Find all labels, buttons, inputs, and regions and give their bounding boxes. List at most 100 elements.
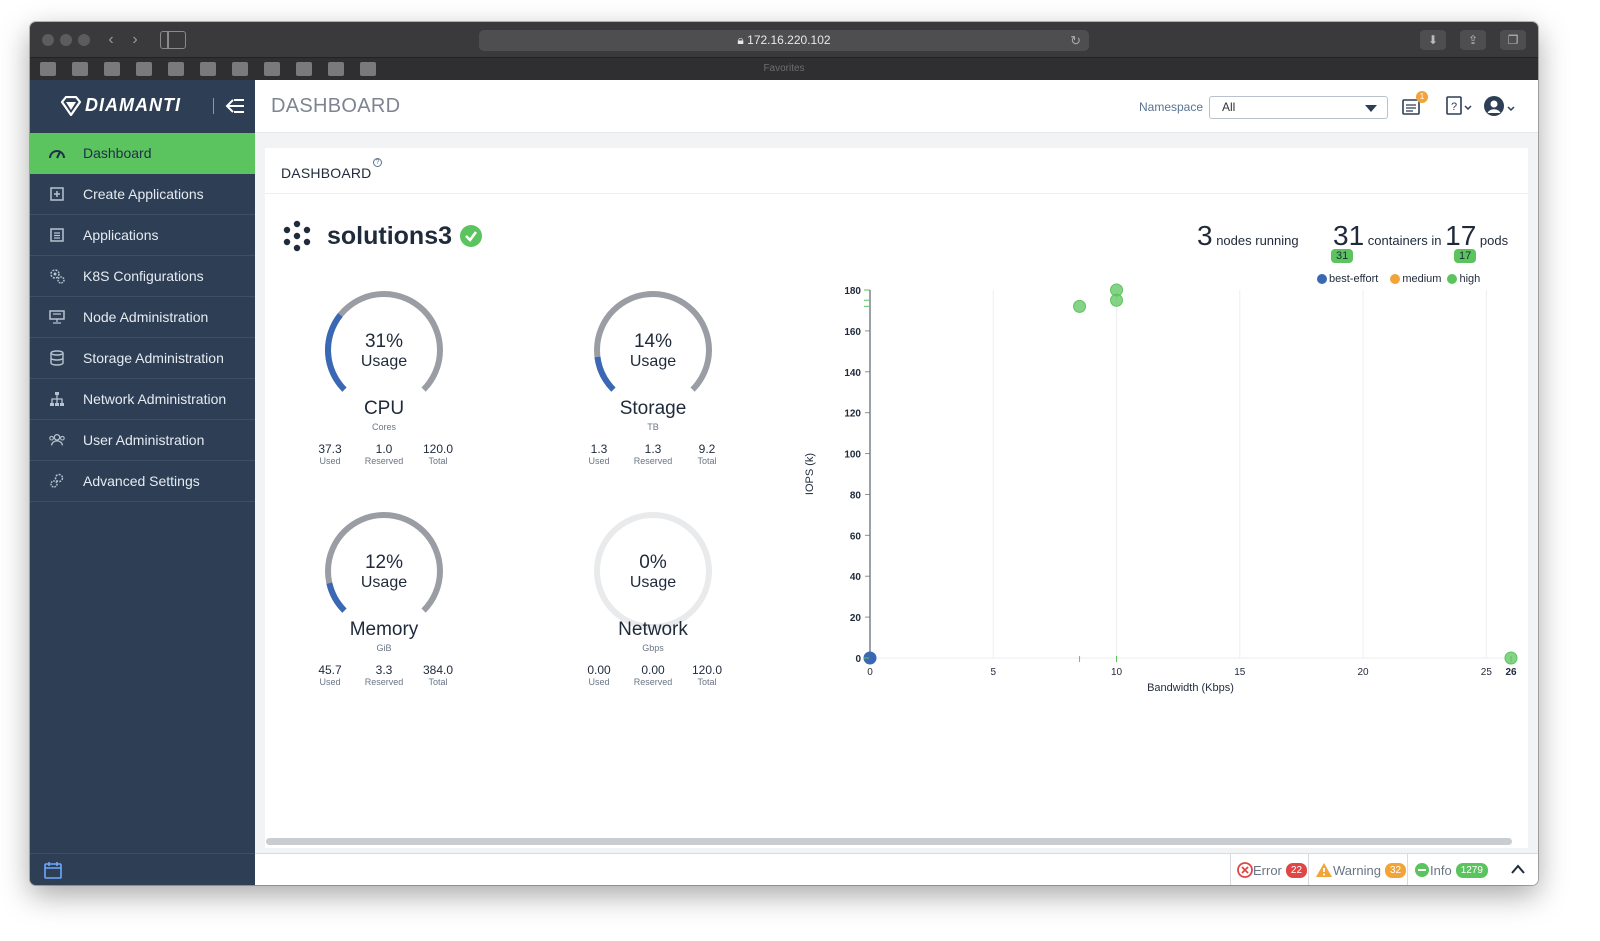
chart-grid [992, 290, 1487, 658]
info-count: 1279 [1455, 862, 1488, 878]
minimize-window-button[interactable] [60, 34, 72, 46]
memory-usage-label: Usage [360, 574, 408, 591]
network-total-value: 120.0 [691, 663, 723, 677]
sidebar-item-dashboard[interactable]: Dashboard [30, 133, 255, 174]
info-status[interactable]: Info 1279 [1407, 854, 1488, 885]
address-bar[interactable]: 🔒︎ 172.16.220.102 ↻ [479, 30, 1089, 51]
pods-count: 17 [1445, 220, 1477, 251]
cpu-gauge-value [325, 313, 347, 392]
favorite-shield-icon[interactable] [360, 62, 376, 76]
browser-sidebar-icon[interactable] [160, 31, 186, 49]
memory-gauge-value [326, 582, 347, 613]
plus-square-icon [48, 185, 66, 203]
memory-total: 384.0 Total [408, 664, 468, 688]
help-menu-icon[interactable]: ? [1445, 96, 1475, 121]
sidebar-item-advanced-settings[interactable]: Advanced Settings [30, 461, 255, 502]
sidebar-item-label: Network Administration [83, 391, 227, 407]
containers-count: 31 [1333, 220, 1365, 251]
favorite-mail2-icon[interactable] [72, 62, 88, 76]
list-icon [48, 226, 66, 244]
favorite-gitlab-icon[interactable] [200, 62, 216, 76]
cpu-gauge-arc [325, 291, 443, 392]
favorite-drive-icon[interactable] [328, 62, 344, 76]
favorite-calendar-icon[interactable] [104, 62, 120, 76]
back-icon[interactable]: ‹ [108, 31, 114, 48]
chart-points[interactable] [863, 283, 1518, 665]
dashboard-icon [48, 144, 66, 162]
cpu-used: 37.3 Used [300, 442, 360, 467]
favorite-app-icon[interactable] [136, 62, 152, 76]
storage-used-label: Used [588, 456, 610, 466]
user-menu-icon[interactable] [1483, 96, 1519, 123]
network-icon [48, 390, 66, 408]
network-gauge-track [594, 512, 712, 630]
tabs-icon[interactable]: ❐ [1500, 30, 1526, 50]
data-point-high[interactable] [1110, 293, 1124, 307]
favorite-jenkins-icon[interactable] [232, 62, 248, 76]
namespace-select[interactable]: All [1209, 96, 1388, 119]
x-tick-label: 0 [867, 667, 873, 678]
horizontal-scrollbar[interactable] [266, 838, 1512, 845]
data-point-high[interactable] [1504, 651, 1518, 665]
cpu-reserved-value: 1.0 [375, 442, 393, 456]
data-point-high[interactable] [1073, 299, 1087, 313]
warning-status[interactable]: Warning 32 [1308, 854, 1407, 885]
favorite-mail-icon[interactable] [40, 62, 56, 76]
legend-label-high: high [1459, 273, 1481, 285]
containers-label: containers in [1367, 233, 1442, 248]
sidebar-item-user-administration[interactable]: User Administration [30, 420, 255, 461]
nodes-count: 3 [1197, 220, 1213, 251]
sidebar-item-create-applications[interactable]: Create Applications [30, 174, 255, 215]
cpu-name: CPU [363, 398, 405, 419]
sidebar-item-k8s-configurations[interactable]: K8S Configurations [30, 256, 255, 297]
favorite-video-icon[interactable] [168, 62, 184, 76]
download-icon[interactable]: ⬇ [1420, 30, 1446, 50]
reload-icon[interactable]: ↻ [1070, 33, 1081, 48]
cpu-total: 120.0 Total [408, 442, 468, 467]
share-icon[interactable]: ⇪ [1460, 30, 1486, 50]
cpu-usage-label: Usage [360, 353, 408, 370]
favorite-user-icon[interactable] [296, 62, 312, 76]
diamond-icon [60, 95, 82, 116]
calendar-icon[interactable] [44, 862, 62, 884]
cpu-reserved: 1.0 Reserved [354, 442, 414, 467]
forward-icon[interactable]: › [132, 31, 138, 48]
help-icon[interactable]: ? [373, 158, 382, 167]
warning-label: Warning [1333, 862, 1381, 878]
status-bar: Error 22 Warning 32 Info 1279 [255, 853, 1538, 885]
containers-badge: 31 [1331, 249, 1354, 263]
warning-count: 32 [1384, 862, 1407, 878]
close-window-button[interactable] [42, 34, 54, 46]
y-tick-label: 100 [844, 450, 861, 461]
browser-toolbar: ‹ › 🔒︎ 172.16.220.102 ↻ ⬇ ⇪ ❐ [30, 22, 1538, 57]
favorite-globe-icon[interactable] [264, 62, 280, 76]
cluster-icon [283, 220, 311, 252]
network-reserved: 0.00 Reserved [623, 664, 683, 688]
server-icon [48, 308, 66, 326]
storage-gauge-track [594, 291, 712, 392]
chevron-up-icon[interactable] [1510, 862, 1526, 880]
caret-down-icon [1365, 105, 1377, 112]
page-title: DASHBOARD [271, 95, 401, 117]
sidebar-item-applications[interactable]: Applications [30, 215, 255, 256]
storage-unit: TB [647, 422, 659, 432]
legend-dot-medium [1390, 274, 1401, 284]
x-tick-label: 10 [1111, 667, 1123, 678]
sidebar-footer [30, 853, 255, 885]
notifications-count: 1 [1416, 91, 1428, 103]
zoom-window-button[interactable] [78, 34, 90, 46]
sidebar-item-node-administration[interactable]: Node Administration [30, 297, 255, 338]
error-status[interactable]: Error 22 [1230, 854, 1308, 885]
sidebar-item-network-administration[interactable]: Network Administration [30, 379, 255, 420]
x-axis-label: Bandwidth (Kbps) [1147, 682, 1234, 694]
sidebar-nav: Dashboard Create Applications Applicatio… [30, 133, 255, 502]
notifications-icon[interactable]: 1 [1401, 91, 1428, 121]
diamanti-logo[interactable]: DIAMANTI [60, 95, 181, 116]
settings-icon [48, 472, 66, 490]
collapse-sidebar-icon[interactable] [223, 94, 247, 118]
panel-header: DASHBOARD ? [265, 148, 1528, 194]
storage-gauge-value [594, 356, 616, 392]
sidebar-item-storage-administration[interactable]: Storage Administration [30, 338, 255, 379]
cpu-used-value: 37.3 [318, 442, 342, 456]
cpu-total-value: 120.0 [422, 442, 454, 456]
